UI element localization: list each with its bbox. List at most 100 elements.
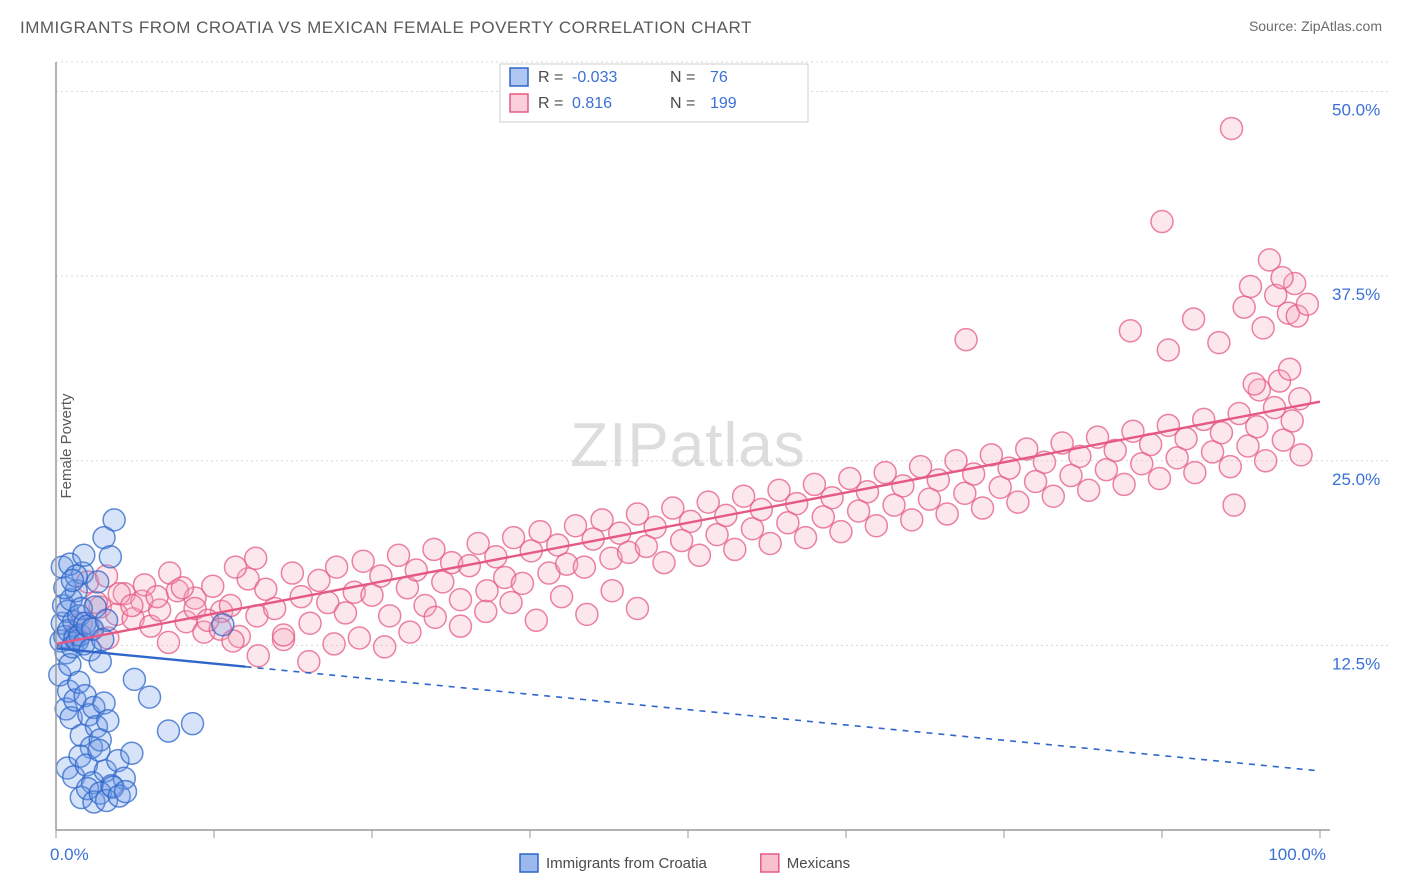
data-point bbox=[475, 600, 497, 622]
data-point bbox=[103, 509, 125, 531]
data-point bbox=[1255, 450, 1277, 472]
data-point bbox=[601, 580, 623, 602]
data-point bbox=[759, 532, 781, 554]
data-point bbox=[892, 475, 914, 497]
data-point bbox=[273, 624, 295, 646]
data-point bbox=[298, 651, 320, 673]
data-point bbox=[139, 686, 161, 708]
data-point bbox=[182, 713, 204, 735]
data-point bbox=[97, 710, 119, 732]
data-point bbox=[157, 720, 179, 742]
legend-swatch bbox=[510, 68, 528, 86]
data-point bbox=[1157, 339, 1179, 361]
watermark: ZIPatlas bbox=[570, 411, 805, 480]
legend-n-label: N = bbox=[670, 95, 695, 112]
data-point bbox=[1221, 117, 1243, 139]
data-point bbox=[1223, 494, 1245, 516]
data-point bbox=[334, 602, 356, 624]
data-point bbox=[1184, 462, 1206, 484]
data-point bbox=[1290, 444, 1312, 466]
data-point bbox=[830, 521, 852, 543]
data-point bbox=[281, 562, 303, 584]
data-point bbox=[224, 556, 246, 578]
data-point bbox=[1183, 308, 1205, 330]
data-point bbox=[688, 544, 710, 566]
data-point bbox=[374, 636, 396, 658]
data-point bbox=[1219, 456, 1241, 478]
data-point bbox=[724, 538, 746, 560]
legend-r-label: R = bbox=[538, 95, 563, 112]
correlation-chart: 12.5%25.0%37.5%50.0%ZIPatlas0.0%100.0%R … bbox=[0, 0, 1406, 892]
data-point bbox=[1007, 491, 1029, 513]
data-point bbox=[1175, 428, 1197, 450]
legend-r-value: -0.033 bbox=[572, 69, 617, 86]
data-point bbox=[123, 668, 145, 690]
data-point bbox=[551, 586, 573, 608]
data-point bbox=[212, 614, 234, 636]
legend-r-value: 0.816 bbox=[572, 95, 612, 112]
data-point bbox=[247, 645, 269, 667]
data-point bbox=[348, 627, 370, 649]
legend-swatch bbox=[761, 854, 779, 872]
regression-line-extrapolated bbox=[246, 667, 1320, 771]
data-point bbox=[1042, 485, 1064, 507]
y-tick-label: 12.5% bbox=[1332, 654, 1380, 673]
data-point bbox=[352, 550, 374, 572]
data-point bbox=[1271, 267, 1293, 289]
data-point bbox=[121, 742, 143, 764]
data-point bbox=[92, 628, 114, 650]
data-point bbox=[1233, 296, 1255, 318]
data-point bbox=[795, 527, 817, 549]
data-point bbox=[379, 605, 401, 627]
data-point bbox=[626, 597, 648, 619]
data-point bbox=[449, 589, 471, 611]
data-point bbox=[323, 633, 345, 655]
y-tick-label: 37.5% bbox=[1332, 285, 1380, 304]
data-point bbox=[424, 606, 446, 628]
data-point bbox=[299, 612, 321, 634]
legend-label: Immigrants from Croatia bbox=[546, 855, 708, 872]
legend-n-value: 76 bbox=[710, 69, 728, 86]
legend-r-label: R = bbox=[538, 69, 563, 86]
data-point bbox=[245, 547, 267, 569]
data-point bbox=[901, 509, 923, 531]
data-point bbox=[96, 609, 118, 631]
data-point bbox=[485, 546, 507, 568]
x-tick-label: 100.0% bbox=[1268, 845, 1326, 864]
legend-n-value: 199 bbox=[710, 95, 737, 112]
data-point bbox=[653, 552, 675, 574]
data-point bbox=[936, 503, 958, 525]
data-point bbox=[388, 544, 410, 566]
data-point bbox=[1243, 373, 1265, 395]
y-tick-label: 50.0% bbox=[1332, 101, 1380, 120]
data-point bbox=[856, 481, 878, 503]
data-point bbox=[1252, 317, 1274, 339]
data-point bbox=[865, 515, 887, 537]
data-point bbox=[171, 577, 193, 599]
data-point bbox=[1113, 473, 1135, 495]
data-point bbox=[972, 497, 994, 519]
data-point bbox=[99, 546, 121, 568]
data-point bbox=[202, 575, 224, 597]
legend-swatch bbox=[520, 854, 538, 872]
legend-label: Mexicans bbox=[787, 855, 850, 872]
data-point bbox=[500, 592, 522, 614]
data-point bbox=[1210, 422, 1232, 444]
data-point bbox=[1246, 416, 1268, 438]
data-point bbox=[157, 631, 179, 653]
data-point bbox=[1119, 320, 1141, 342]
data-point bbox=[405, 559, 427, 581]
data-point bbox=[1078, 479, 1100, 501]
data-point bbox=[399, 621, 421, 643]
data-point bbox=[61, 569, 83, 591]
legend-swatch bbox=[510, 94, 528, 112]
data-point bbox=[1281, 410, 1303, 432]
data-point bbox=[87, 571, 109, 593]
data-point bbox=[576, 603, 598, 625]
x-tick-label: 0.0% bbox=[50, 845, 89, 864]
data-point bbox=[121, 595, 143, 617]
legend-n-label: N = bbox=[670, 69, 695, 86]
data-point bbox=[73, 544, 95, 566]
data-point bbox=[525, 609, 547, 631]
data-point bbox=[1208, 332, 1230, 354]
